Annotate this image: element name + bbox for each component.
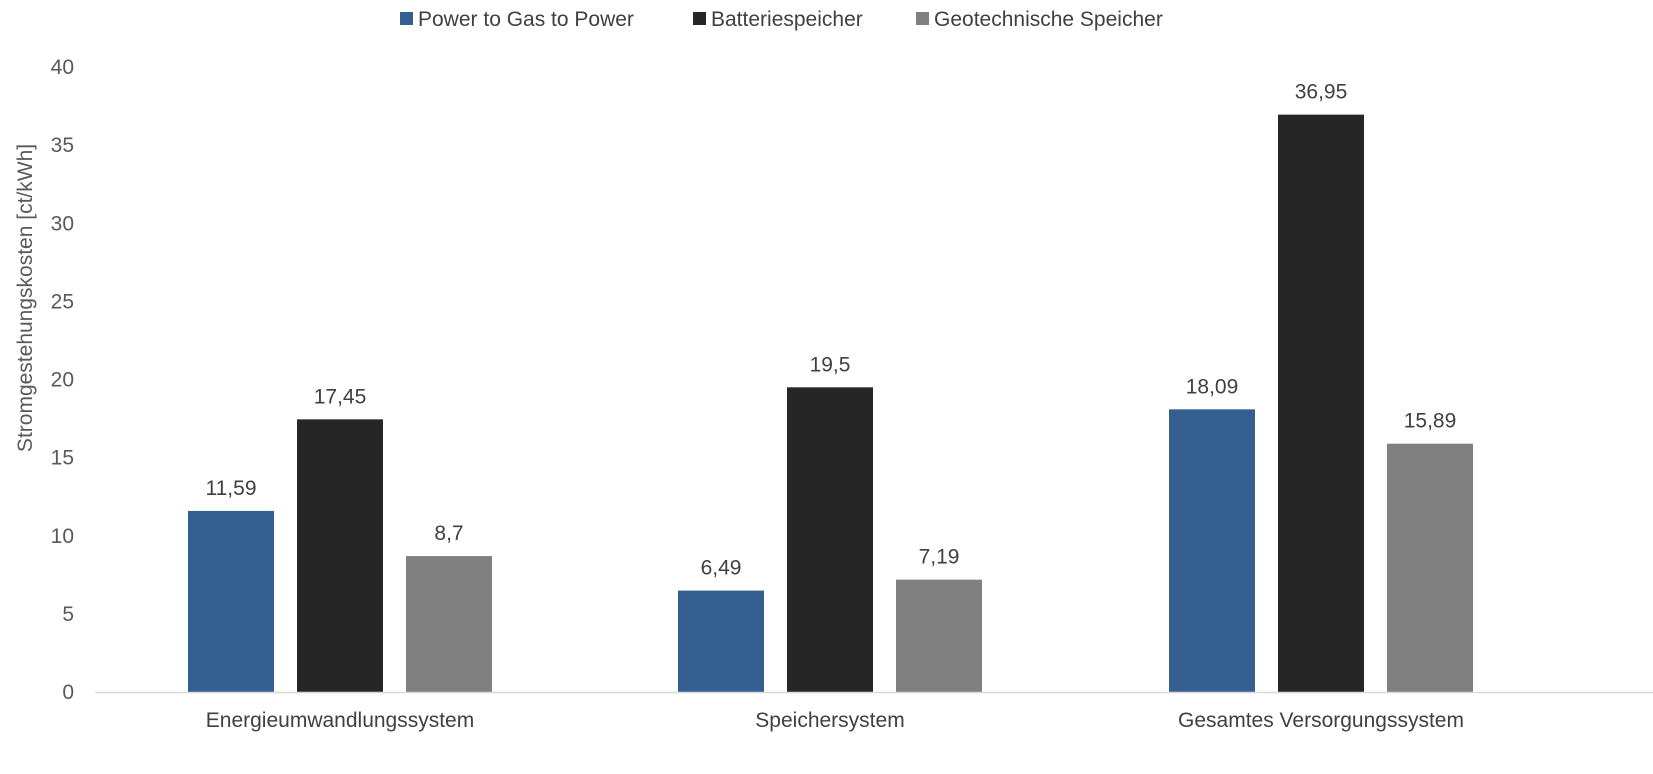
bar <box>678 590 764 692</box>
data-label: 8,7 <box>434 522 463 545</box>
legend-swatch <box>693 12 706 25</box>
legend-label: Batteriespeicher <box>711 8 863 31</box>
y-tick-label: 25 <box>51 290 74 313</box>
y-tick-label: 15 <box>51 447 74 470</box>
bar <box>188 510 274 692</box>
x-axis-labels: Energieumwandlungssystem Speichersystem Ge… <box>206 709 1464 732</box>
legend-label: Power to Gas to Power <box>418 8 634 31</box>
bar <box>896 579 982 692</box>
x-tick-label: Speichersystem <box>755 709 904 732</box>
bars <box>188 114 1473 692</box>
bar <box>1387 443 1473 692</box>
y-tick-label: 40 <box>51 56 74 79</box>
data-label: 7,19 <box>919 546 960 569</box>
x-tick-label: Energieumwandlungssystem <box>206 709 474 732</box>
legend: Power to Gas to Power Batteriespeicher Geo… <box>400 8 1163 31</box>
y-axis-title: Stromgestehungskosten [ct/kWh] <box>14 144 37 452</box>
data-label: 11,59 <box>206 477 257 500</box>
legend-label: Geotechnische Speicher <box>934 8 1163 31</box>
y-tick-label: 30 <box>51 212 74 235</box>
y-axis-ticks: 0 5 10 15 20 25 30 35 40 <box>51 56 74 704</box>
bar <box>297 419 383 692</box>
data-label: 19,5 <box>810 353 851 376</box>
y-tick-label: 20 <box>51 369 74 392</box>
data-label: 17,45 <box>314 385 367 408</box>
legend-swatch <box>400 12 413 25</box>
data-label: 6,49 <box>701 557 742 580</box>
bar <box>1169 409 1255 692</box>
legend-swatch <box>916 12 929 25</box>
x-tick-label: Gesamtes Versorgungssystem <box>1178 709 1464 732</box>
data-label: 18,09 <box>1186 375 1239 398</box>
bar <box>1278 114 1364 692</box>
bar <box>406 556 492 692</box>
data-label: 36,95 <box>1295 81 1348 104</box>
data-label: 15,89 <box>1404 410 1457 433</box>
data-labels: 11,59 6,49 18,09 17,45 19,5 36,95 8,7 7,19 15,89 <box>206 81 1457 580</box>
y-tick-label: 35 <box>51 134 74 157</box>
y-tick-label: 10 <box>51 525 74 548</box>
y-tick-label: 0 <box>62 681 74 704</box>
bar <box>787 387 873 692</box>
y-tick-label: 5 <box>62 603 74 626</box>
